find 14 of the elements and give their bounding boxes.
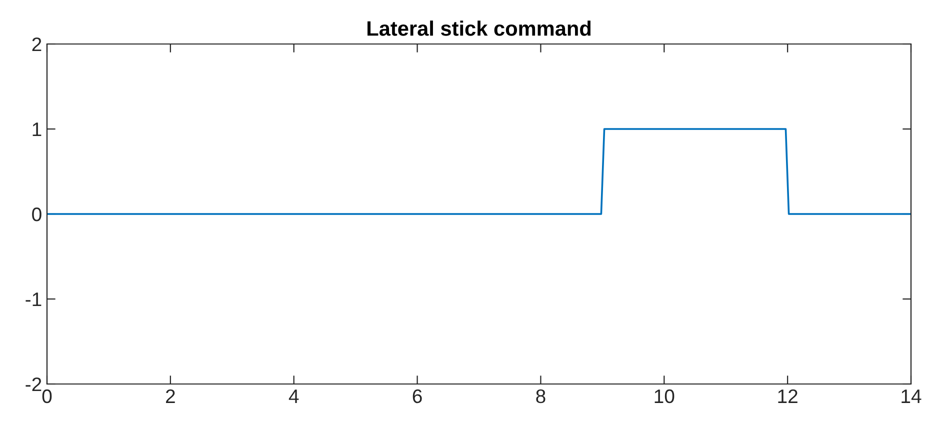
x-tick-label: 4 (288, 390, 299, 403)
x-tick-label: 8 (536, 389, 546, 404)
x-tick-label: 2 (166, 389, 175, 403)
y-tick-label: 2 (32, 37, 42, 52)
y-tick-label: 0 (32, 207, 42, 222)
x-tick-label: 14 (902, 390, 922, 403)
y-tick-label: 1 (32, 122, 42, 136)
x-tick-label: 10 (654, 389, 674, 404)
x-tick-label: 6 (412, 389, 422, 404)
chart-title: Lateral stick command (368, 20, 591, 36)
y-tick-label: -2 (26, 377, 42, 392)
x-tick-label: 12 (778, 389, 798, 403)
x-tick-label: 0 (42, 389, 52, 404)
y-tick-label: -1 (26, 292, 42, 306)
